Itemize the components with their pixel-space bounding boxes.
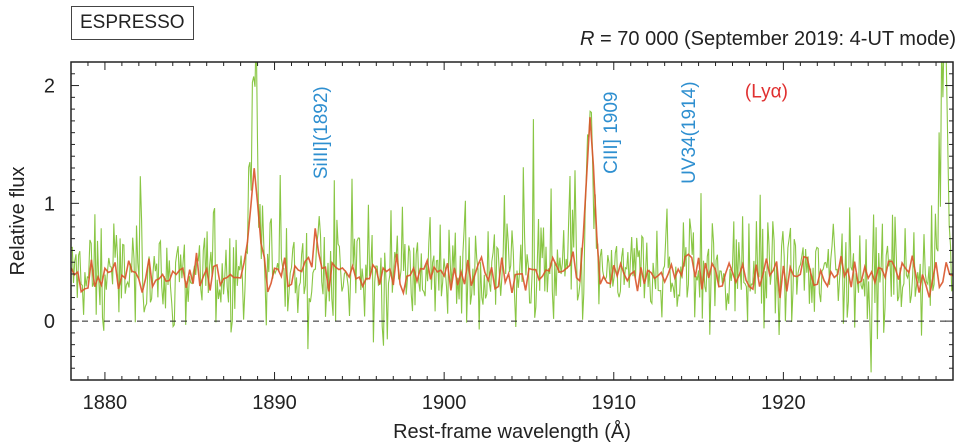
raw-spectrum-trace xyxy=(71,62,953,373)
resolution-symbol: R xyxy=(580,28,595,50)
resolution-text: = 70 000 (September 2019: 4-UT mode) xyxy=(594,28,956,50)
x-tick-label: 1920 xyxy=(761,392,806,414)
plot-frame xyxy=(70,61,954,381)
line-annotation: SiIII](1892) xyxy=(311,86,332,179)
x-tick-label: 1900 xyxy=(422,392,467,414)
instrument-label: ESPRESSO xyxy=(71,6,194,40)
x-axis-label: Rest-frame wavelength (Å) xyxy=(393,420,631,443)
binned-spectrum-trace xyxy=(71,117,953,299)
y-axis-label: Relative flux xyxy=(7,167,29,276)
x-tick-label: 1880 xyxy=(83,392,128,414)
y-tick-label: 2 xyxy=(44,76,55,98)
y-tick-label: 0 xyxy=(44,311,55,333)
resolution-note: R = 70 000 (September 2019: 4-UT mode) xyxy=(580,28,956,51)
line-annotation: CIII] 1909 xyxy=(601,92,622,174)
y-tick-label: 1 xyxy=(44,193,55,215)
x-tick-label: 1890 xyxy=(252,392,297,414)
x-tick-label: 1910 xyxy=(592,392,637,414)
line-annotation: (Lyα) xyxy=(745,81,788,102)
line-annotation: UV34(1914) xyxy=(679,81,700,183)
